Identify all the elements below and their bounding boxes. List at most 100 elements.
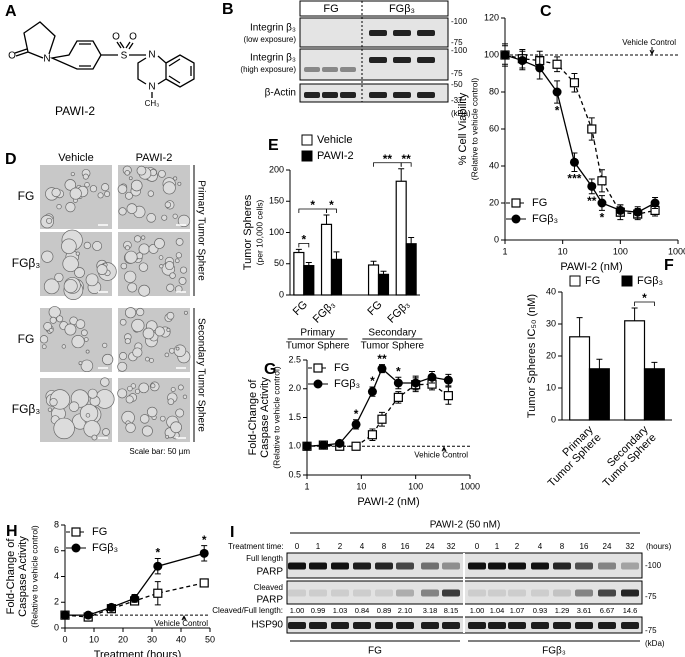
group-label: Tumor Sphere [361, 341, 425, 352]
cell [175, 258, 180, 263]
marker [106, 602, 116, 612]
atom: O [129, 32, 137, 43]
cell [145, 356, 150, 362]
marker [153, 561, 163, 571]
cell [62, 255, 79, 273]
row-label: (high exposure) [240, 65, 296, 74]
band [621, 562, 639, 570]
x-axis-label: PAWI-2 (nM) [560, 261, 622, 273]
legend-label: PAWI-2 [317, 150, 354, 162]
ratio: 8.15 [444, 606, 459, 615]
band [621, 589, 639, 597]
cell [125, 395, 134, 404]
atom: CH₃ [145, 99, 160, 108]
x-tick-label: 10 [89, 634, 99, 644]
cell [69, 187, 82, 200]
ratio: 1.04 [490, 606, 505, 615]
micrograph [118, 232, 190, 297]
band [393, 30, 411, 36]
ratio: 1.00 [470, 606, 485, 615]
band [488, 589, 506, 597]
row-label: Cleaved [254, 583, 283, 592]
blot-row [299, 48, 449, 81]
cell [159, 415, 166, 422]
marker [615, 205, 625, 215]
ratio: 14.6 [623, 606, 638, 615]
legend-label: FG [532, 197, 547, 209]
x-tick-label: 0 [62, 634, 67, 644]
band [468, 589, 486, 597]
cell [54, 272, 64, 283]
cell [125, 191, 133, 200]
marker [511, 214, 521, 224]
band [309, 589, 327, 597]
legend-label: Vehicle [317, 134, 352, 146]
annotation: * [354, 407, 359, 421]
error-bar [631, 307, 638, 321]
marker [377, 364, 387, 374]
micrograph [39, 306, 114, 373]
band [331, 589, 349, 597]
reference-arrow [181, 615, 187, 621]
annotation: * [155, 546, 160, 560]
x-tick-label: 100 [408, 481, 423, 491]
band [421, 622, 439, 629]
band [442, 589, 460, 597]
x-tick-label: 10 [356, 481, 366, 491]
y-tick-label: 8 [54, 519, 59, 529]
row-label: PARP [257, 595, 284, 606]
cell [133, 235, 142, 243]
time: 1 [495, 542, 500, 551]
reference-label: Vehicle Control [622, 38, 676, 47]
kda-marker: -75 [451, 38, 463, 47]
cell [182, 394, 188, 399]
significance-label: ** [383, 152, 393, 166]
time: 24 [426, 542, 435, 551]
band [331, 562, 349, 570]
cell [130, 179, 143, 192]
cell [74, 267, 85, 278]
error-bar [651, 361, 658, 369]
cell [138, 284, 151, 297]
x-tick-label: FG [291, 299, 310, 318]
y-axis-label: (Relative to vehicle control) [469, 78, 479, 181]
bar [320, 223, 333, 296]
atom: N [148, 82, 155, 93]
y-tick-label: 120 [484, 12, 499, 22]
band [288, 589, 306, 597]
ratio: 3.18 [423, 606, 438, 615]
cell [124, 270, 137, 283]
x-tick-label: 10 [558, 246, 568, 256]
marker [597, 198, 607, 208]
marker [587, 181, 597, 191]
time: 32 [447, 542, 456, 551]
cell [125, 422, 136, 433]
marker [650, 198, 660, 208]
cell [146, 406, 158, 418]
significance-bracket [400, 162, 412, 167]
time-unit: (hours) [646, 542, 672, 551]
legend-swatch [301, 150, 313, 162]
error-bar [408, 237, 415, 244]
marker [351, 441, 361, 451]
marker [367, 387, 377, 397]
group-label: Primary [300, 328, 334, 339]
kda-unit: (kDa) [451, 109, 471, 118]
error-bar [333, 251, 340, 260]
x-tick-label: FG [365, 299, 384, 318]
cell [101, 183, 110, 192]
y-axis-label: (Relative to vehicle control) [29, 525, 39, 628]
row-label: Full length [246, 554, 283, 563]
micrograph [117, 378, 190, 442]
marker [377, 414, 387, 424]
column-label: PAWI-2 [136, 152, 173, 164]
y-axis-label: (per 10,000 cells) [254, 199, 264, 265]
time: 4 [360, 542, 365, 551]
atom: N [43, 54, 50, 65]
row-label: (low exposure) [244, 35, 297, 44]
marker [569, 78, 580, 88]
significance-bracket [298, 208, 327, 213]
band [353, 589, 371, 597]
panel-letter: H [6, 523, 18, 540]
